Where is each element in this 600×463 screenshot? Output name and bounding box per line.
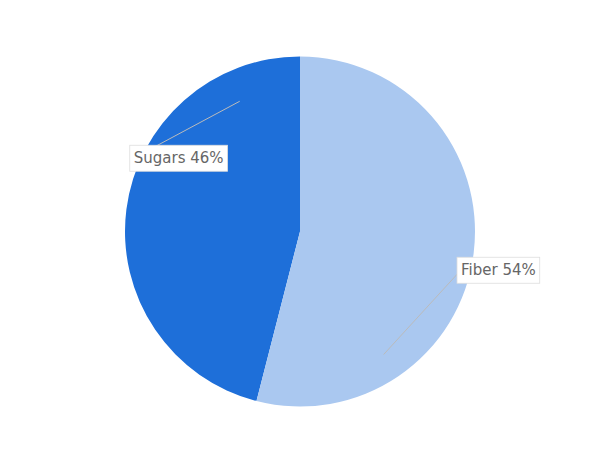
data-label: Fiber 54% [461, 261, 536, 279]
pie [125, 57, 475, 407]
slice [256, 57, 475, 407]
slices [125, 57, 475, 407]
leader-line [384, 270, 461, 355]
label-box [457, 257, 540, 283]
data-label: Sugars 46% [134, 149, 224, 167]
label-box [130, 145, 228, 171]
labels: Sugars 46% Fiber 54% [130, 101, 540, 354]
chart: Sugars 46% Fiber 54% [0, 0, 600, 463]
